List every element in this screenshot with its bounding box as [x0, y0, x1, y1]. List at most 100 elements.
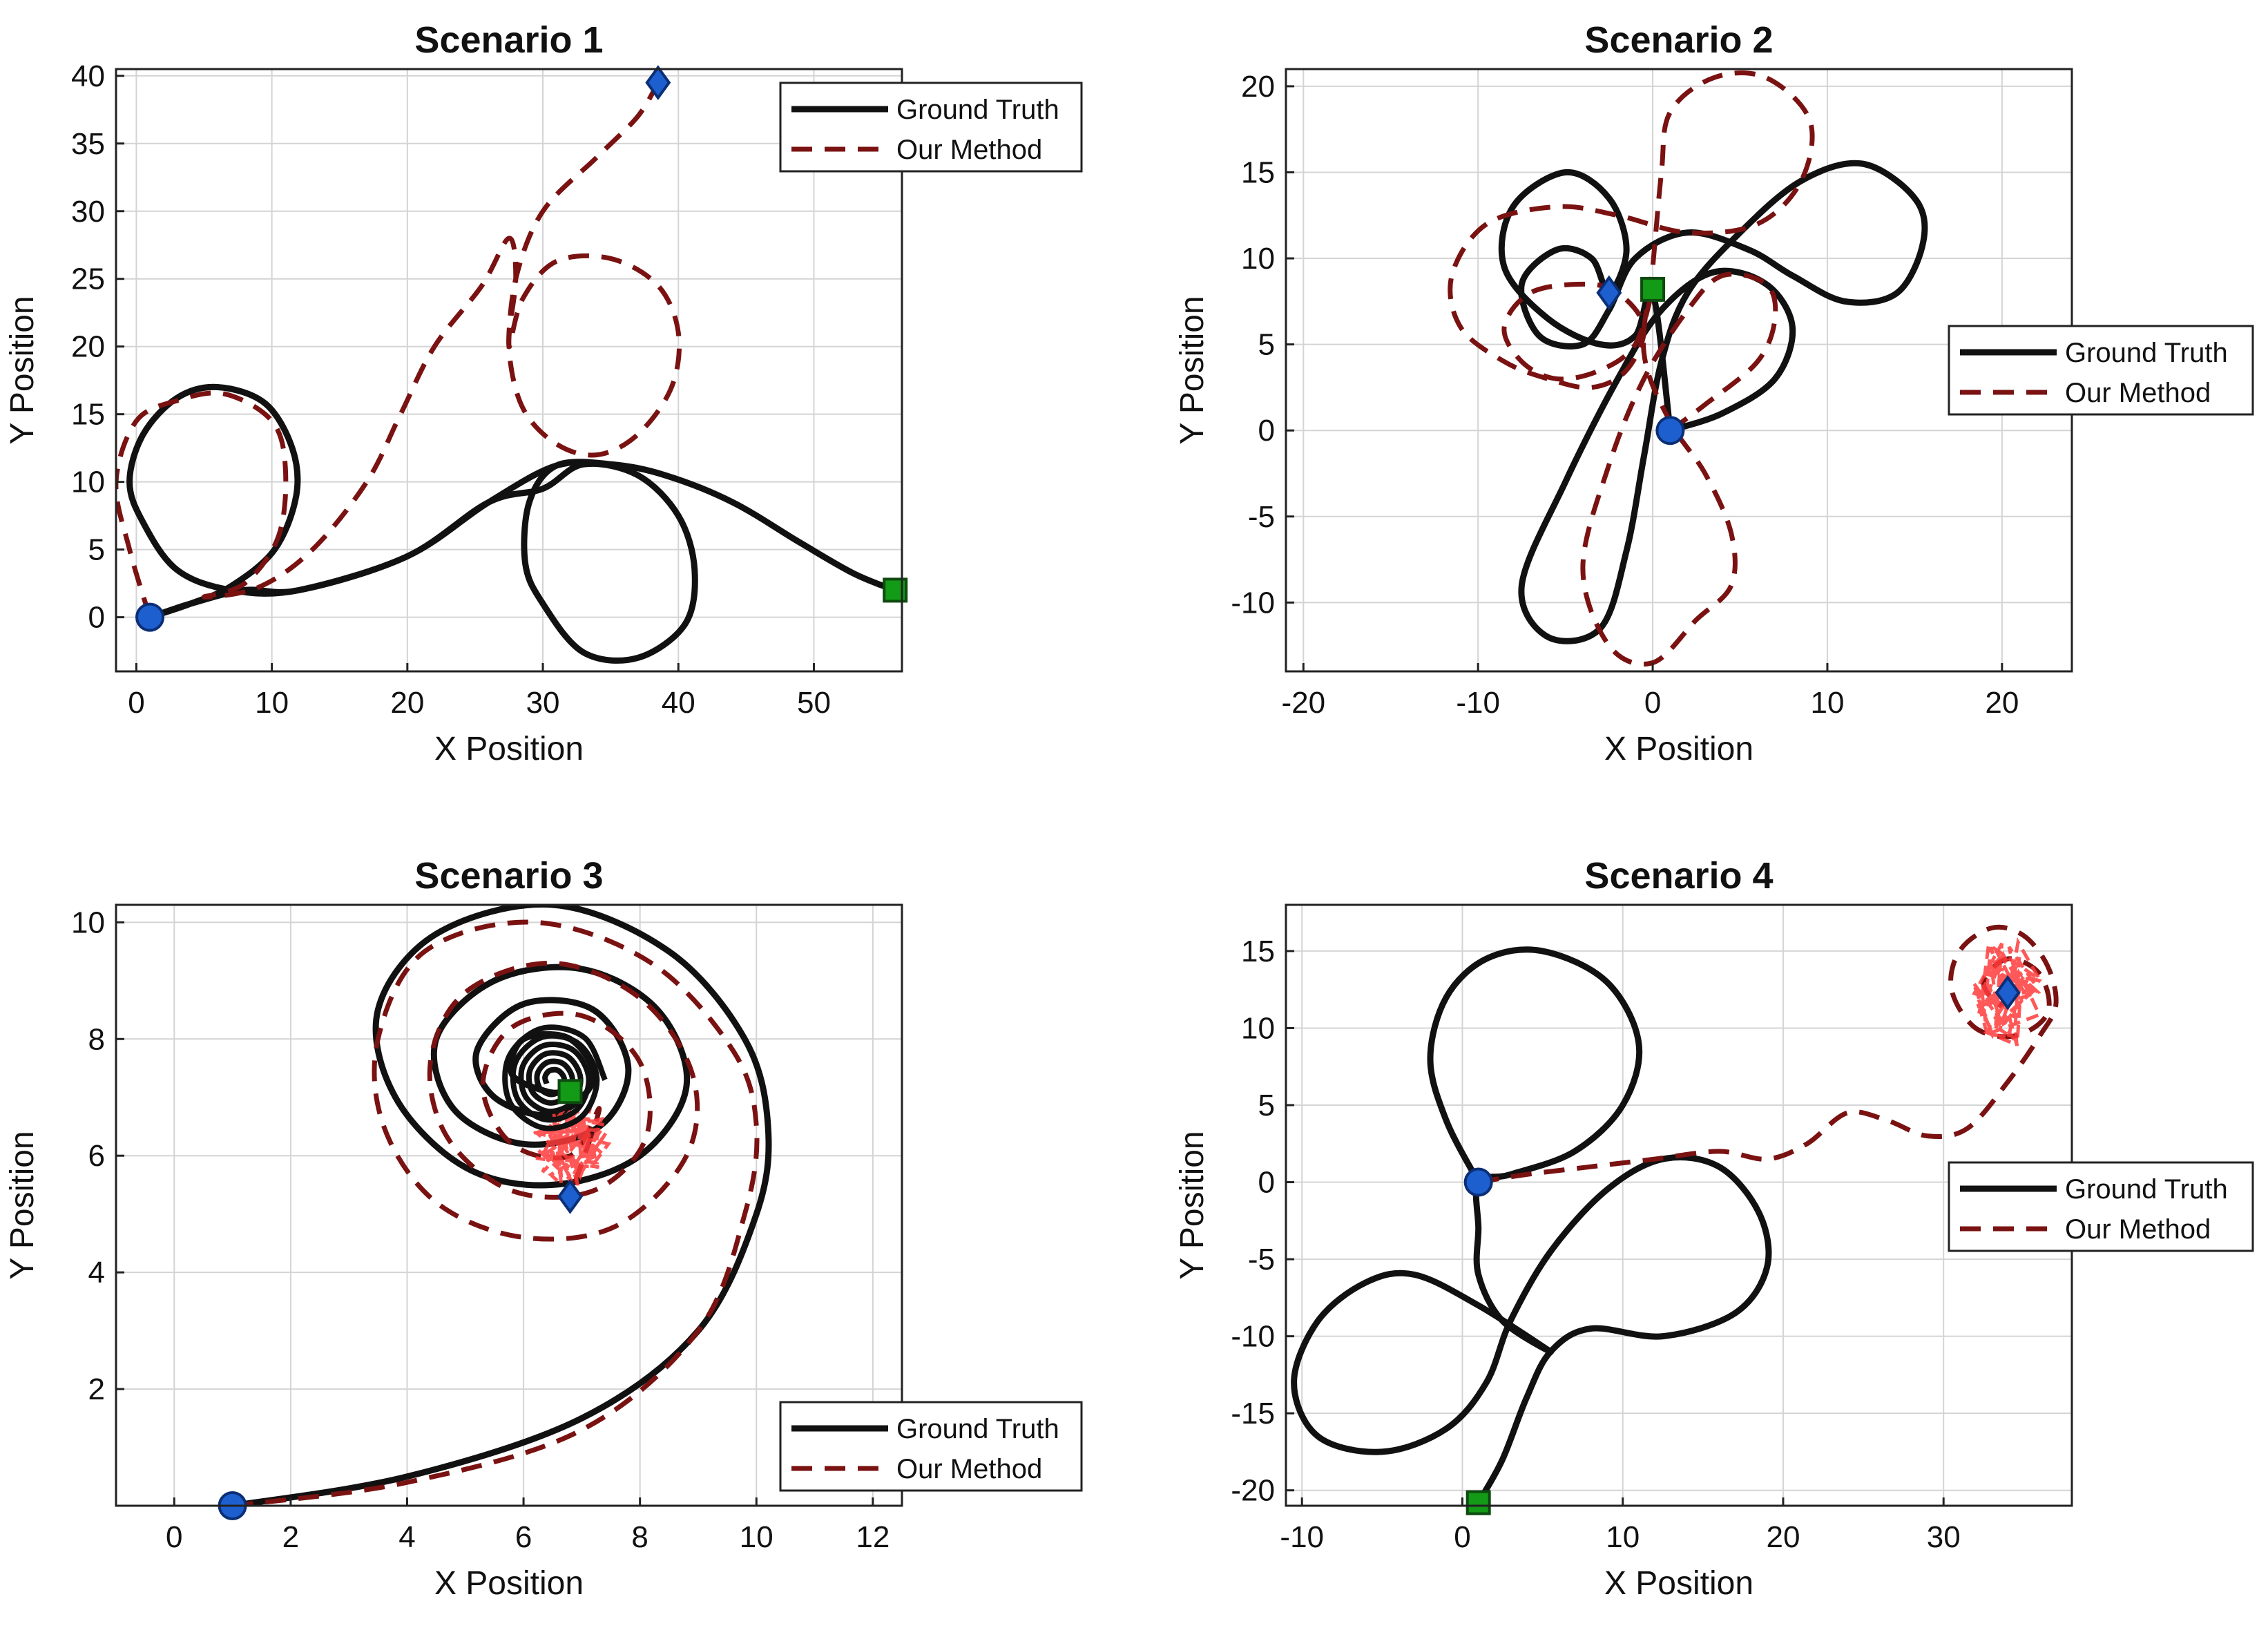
- chart-2: -20 -10 0 10 20 -10 -5 0 5 10 15 20 Scenario 2 X Posi…: [1174, 19, 2254, 767]
- legend-label-our-method: Our Method: [896, 135, 1042, 165]
- y-axis-label: Y Position: [1174, 1131, 1211, 1279]
- series-ground-truth: [1291, 946, 1772, 1506]
- start-marker: [1463, 1167, 1493, 1197]
- chart-title: Scenario 1: [414, 19, 603, 61]
- y-tick-label: 10: [71, 466, 105, 499]
- x-tick-label: 10: [1606, 1520, 1640, 1554]
- x-axis-label: X Position: [434, 731, 584, 767]
- legend-label-our-method: Our Method: [2065, 1214, 2211, 1245]
- x-tick-label: 30: [526, 686, 560, 720]
- y-axis-label: Y Position: [4, 1131, 41, 1279]
- chart-1: 0 10 20 30 40 50 0 5 10 15 20 25 30 35 40 Scenario 1 X P…: [4, 19, 1083, 767]
- series-our-method: [232, 919, 760, 1506]
- plot-area: [116, 69, 902, 671]
- legend-label-our-method: Our Method: [896, 1454, 1042, 1484]
- legend: Ground Truth Our Method: [779, 1401, 1083, 1492]
- ticks: -10 0 10 20 30 -20 -15 -10 -5 0 5 10 15: [1231, 935, 1960, 1554]
- x-tick-label: 0: [128, 686, 144, 720]
- plot-lines: [116, 81, 898, 664]
- y-tick-label: 40: [71, 59, 105, 93]
- legend-label-ground-truth: Ground Truth: [896, 1414, 1059, 1444]
- y-tick-label: 6: [88, 1139, 105, 1173]
- x-tick-label: 0: [166, 1520, 182, 1554]
- series-ground-truth: [1498, 160, 1928, 644]
- ticks: 0 10 20 30 40 50 0 5 10 15 20 25 30 35 40: [71, 59, 831, 720]
- y-tick-label: 5: [88, 533, 105, 567]
- x-tick-label: 4: [398, 1520, 415, 1554]
- y-tick-label: -10: [1231, 1320, 1275, 1354]
- estimate-end-marker: [1995, 975, 2021, 1011]
- y-tick-label: 35: [71, 127, 105, 161]
- x-tick-label: 2: [282, 1520, 299, 1554]
- end-marker: [1465, 1490, 1491, 1515]
- chart-title: Scenario 4: [1584, 855, 1773, 897]
- estimate-end-marker: [557, 1178, 583, 1214]
- x-axis-label: X Position: [1604, 1565, 1753, 1602]
- y-tick-label: 15: [1241, 155, 1275, 189]
- x-axis-label: X Position: [1604, 731, 1753, 767]
- series-our-method: [1448, 70, 1815, 667]
- y-tick-label: 15: [1241, 935, 1275, 968]
- x-tick-label: 10: [255, 686, 289, 720]
- legend-label-our-method: Our Method: [2065, 378, 2211, 408]
- legend-label-ground-truth: Ground Truth: [2065, 1174, 2228, 1205]
- chart-3: 0 2 4 6 8 10 12 2 4 6 8 10 Scenario 3 X Position Y Pos…: [4, 855, 1083, 1602]
- x-tick-label: 0: [1644, 686, 1661, 720]
- y-tick-label: -5: [1248, 1243, 1275, 1276]
- x-tick-label: -20: [1281, 686, 1325, 720]
- legend-box: [1948, 325, 2254, 416]
- x-axis-label: X Position: [434, 1565, 584, 1602]
- x-tick-label: 12: [856, 1520, 890, 1554]
- x-tick-label: -10: [1280, 1520, 1324, 1554]
- y-tick-label: 0: [1258, 414, 1275, 448]
- start-marker: [1655, 416, 1685, 446]
- plot-area: [1286, 69, 2072, 671]
- plot-area: [116, 905, 902, 1506]
- x-tick-label: 0: [1454, 1520, 1470, 1554]
- y-tick-label: -5: [1248, 500, 1275, 534]
- y-tick-label: 30: [71, 195, 105, 229]
- x-tick-label: 20: [390, 686, 424, 720]
- y-tick-label: 10: [1241, 1011, 1275, 1045]
- series-ground-truth-core: [502, 1024, 608, 1131]
- series-our-method: [116, 81, 682, 618]
- y-tick-label: 8: [88, 1022, 105, 1056]
- y-tick-label: -15: [1231, 1397, 1275, 1430]
- series-our-method-jitter: [532, 1105, 612, 1189]
- x-tick-label: 30: [1927, 1520, 1961, 1554]
- legend-label-ground-truth: Ground Truth: [896, 95, 1059, 125]
- end-marker: [557, 1079, 583, 1104]
- y-tick-label: 10: [71, 906, 105, 939]
- legend-box: [1948, 1161, 2254, 1252]
- ticks: 0 2 4 6 8 10 12 2 4 6 8 10: [71, 906, 890, 1554]
- x-tick-label: 40: [662, 686, 695, 720]
- y-tick-label: 20: [1241, 70, 1275, 104]
- ticks: -20 -10 0 10 20 -10 -5 0 5 10 15 20: [1231, 70, 2019, 720]
- legend-box: [779, 1401, 1083, 1492]
- y-tick-label: -10: [1231, 586, 1275, 620]
- series-our-method: [1478, 924, 2059, 1185]
- x-tick-label: 10: [1810, 686, 1844, 720]
- legend: Ground Truth Our Method: [1948, 1161, 2254, 1252]
- x-tick-label: 10: [740, 1520, 773, 1554]
- chart-title: Scenario 2: [1584, 19, 1773, 61]
- y-axis-label: Y Position: [4, 296, 41, 444]
- x-tick-label: 8: [631, 1520, 648, 1554]
- plot-lines: [1448, 70, 1928, 667]
- axes-box: [115, 903, 903, 1507]
- start-marker: [135, 602, 165, 632]
- legend-label-ground-truth: Ground Truth: [2065, 338, 2228, 368]
- y-tick-label: 20: [71, 330, 105, 364]
- y-tick-label: 25: [71, 262, 105, 296]
- estimate-end-marker: [645, 65, 671, 100]
- y-tick-label: 10: [1241, 242, 1275, 276]
- y-tick-label: 5: [1258, 328, 1275, 362]
- y-tick-label: 4: [88, 1256, 105, 1290]
- x-tick-label: 20: [1766, 1520, 1800, 1554]
- plot-lines: [229, 905, 772, 1506]
- axes-box: [115, 68, 903, 673]
- plot-area: [1286, 905, 2072, 1506]
- x-tick-label: 6: [515, 1520, 532, 1554]
- y-tick-label: 5: [1258, 1089, 1275, 1122]
- legend-box: [779, 82, 1083, 173]
